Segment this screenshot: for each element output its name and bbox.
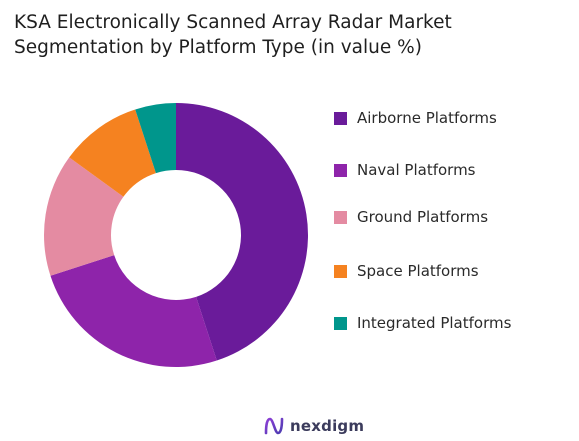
donut-slice-integrated-platforms <box>135 103 176 174</box>
legend-label-space-platforms: Space Platforms <box>357 262 479 280</box>
legend-item-ground-platforms: Ground Platforms <box>334 205 574 229</box>
legend-swatch-naval-platforms <box>334 163 347 177</box>
chart-title-line-2: Segmentation by Platform Type (in value … <box>14 37 422 58</box>
legend-item-space-platforms: Space Platforms <box>334 259 574 283</box>
legend-label-integrated-platforms: Integrated Platforms <box>357 314 512 332</box>
legend-swatch-integrated-platforms <box>334 316 347 330</box>
donut-slice-naval-platforms <box>50 255 217 367</box>
legend-item-airborne-platforms: Airborne Platforms <box>334 106 574 130</box>
legend-swatch-airborne-platforms <box>334 111 347 125</box>
legend-label-airborne-platforms: Airborne Platforms <box>357 109 497 127</box>
donut-slice-ground-platforms <box>44 157 124 276</box>
legend-label-ground-platforms: Ground Platforms <box>357 208 489 226</box>
donut-slice-space-platforms <box>69 109 156 197</box>
legend-item-integrated-platforms: Integrated Platforms <box>334 311 574 335</box>
legend-swatch-ground-platforms <box>334 210 347 224</box>
chart-title-line-1: KSA Electronically Scanned Array Radar M… <box>14 12 452 33</box>
nexdigm-logo-icon <box>264 417 284 435</box>
chart-title: KSA Electronically Scanned Array Radar M… <box>14 10 569 60</box>
legend-label-naval-platforms: Naval Platforms <box>357 161 476 179</box>
brand-footer: nexdigm <box>263 414 364 438</box>
donut-slice-airborne-platforms <box>176 103 309 361</box>
legend-swatch-space-platforms <box>334 264 347 278</box>
brand-name: nexdigm <box>290 417 365 435</box>
legend-item-naval-platforms: Naval Platforms <box>334 158 574 182</box>
